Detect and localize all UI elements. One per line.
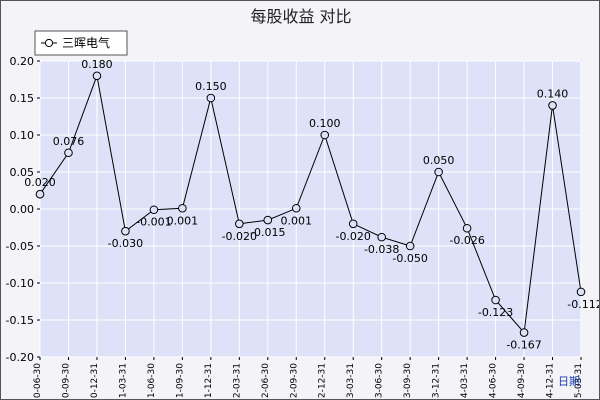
x-tick-label: 2024-03-31: [460, 363, 470, 399]
data-labels: 0.0200.0760.180-0.030-0.0010.0010.150-0.…: [24, 58, 599, 352]
data-point: [462, 223, 472, 233]
data-point: [434, 167, 443, 177]
data-label: 0.020: [24, 176, 56, 189]
x-tick-label: 2024-12-31: [546, 363, 556, 399]
y-tick-label: -0.15: [6, 314, 34, 327]
y-tick-label: 0.05: [10, 166, 35, 179]
data-point: [377, 232, 386, 242]
x-tick-label: 2023-06-30: [375, 363, 385, 399]
data-label: 0.140: [537, 87, 569, 100]
data-label: -0.001: [136, 216, 171, 229]
x-tick-label: 2023-03-31: [346, 363, 356, 399]
y-tick-label: 0.00: [10, 203, 35, 216]
data-label: 0.076: [53, 135, 85, 148]
data-point: [291, 203, 301, 213]
data-point: [548, 101, 557, 110]
data-label: -0.050: [392, 252, 427, 265]
x-tick-label: 2021-03-31: [118, 363, 128, 399]
y-tick-label: 0.10: [10, 129, 35, 142]
data-point: [92, 71, 102, 81]
data-point: [235, 219, 244, 229]
x-tick-label: 2021-06-30: [147, 363, 157, 399]
y-tick-label: -0.10: [6, 277, 34, 290]
data-point: [35, 189, 45, 199]
data-label: -0.015: [250, 226, 285, 239]
data-label: -0.026: [449, 234, 484, 247]
x-tick-label: 2021-09-30: [175, 363, 185, 399]
x-tick-label: 2020-06-30: [33, 363, 43, 399]
data-point: [263, 215, 273, 225]
x-tick-label: 2021-12-31: [204, 363, 214, 399]
data-point: [405, 241, 415, 251]
chart-title: 每股收益 对比: [250, 7, 351, 26]
data-label: 0.050: [423, 154, 455, 167]
x-tick-label: 2022-06-30: [261, 363, 271, 399]
data-label: -0.030: [108, 237, 143, 250]
y-axis-ticks: 0.20 0.15 0.10 0.05 0.00 -0.05 -0.10 -0.15 -0.20: [6, 55, 40, 364]
series-line: [39, 73, 582, 334]
data-label: -0.020: [335, 230, 370, 243]
data-label: 0.180: [81, 58, 113, 71]
y-tick-label: 0.20: [10, 55, 35, 68]
x-axis-label: 日期: [558, 375, 580, 388]
series-layer: [35, 71, 586, 337]
data-point: [64, 148, 73, 158]
x-tick-label: 2024-09-30: [517, 363, 527, 399]
x-tick-label: 2025-03-31: [574, 363, 584, 399]
y-tick-label: -0.05: [6, 240, 34, 253]
data-point: [491, 295, 500, 305]
data-label: 0.150: [195, 80, 227, 93]
x-tick-label: 2023-12-31: [432, 363, 442, 399]
x-tick-label: 2020-09-30: [61, 363, 71, 399]
data-point: [149, 205, 159, 215]
data-label: -0.038: [364, 243, 399, 256]
x-tick-label: 2022-09-30: [289, 363, 299, 399]
legend: 三晖电气: [34, 30, 128, 56]
data-point: [206, 93, 216, 103]
x-tick-label: 2024-06-30: [489, 363, 499, 399]
data-label: 0.001: [167, 214, 199, 227]
data-label: -0.167: [506, 339, 541, 352]
data-label: -0.112: [567, 298, 599, 311]
y-tick-label: 0.15: [10, 92, 35, 105]
legend-marker-icon: [44, 38, 54, 48]
data-label: 0.001: [281, 214, 313, 227]
data-label: -0.123: [478, 306, 513, 319]
data-point: [121, 226, 130, 236]
data-point: [320, 130, 330, 140]
data-label: -0.020: [222, 230, 257, 243]
x-tick-label: 2020-12-31: [90, 363, 100, 399]
y-tick-label: -0.20: [6, 351, 34, 364]
data-point: [576, 287, 586, 297]
legend-entry: 三晖电气: [62, 35, 110, 50]
data-point: [178, 203, 187, 213]
data-label: 0.100: [309, 117, 341, 130]
x-tick-label: 2022-12-31: [318, 363, 328, 399]
x-tick-label: 2023-09-30: [403, 363, 413, 399]
data-point: [519, 328, 529, 337]
data-point: [348, 219, 358, 229]
x-tick-label: 2022-03-31: [232, 363, 242, 399]
x-axis-ticks: 2020-06-30 2020-09-30 2020-12-31 2021-03-31…: [33, 357, 584, 399]
